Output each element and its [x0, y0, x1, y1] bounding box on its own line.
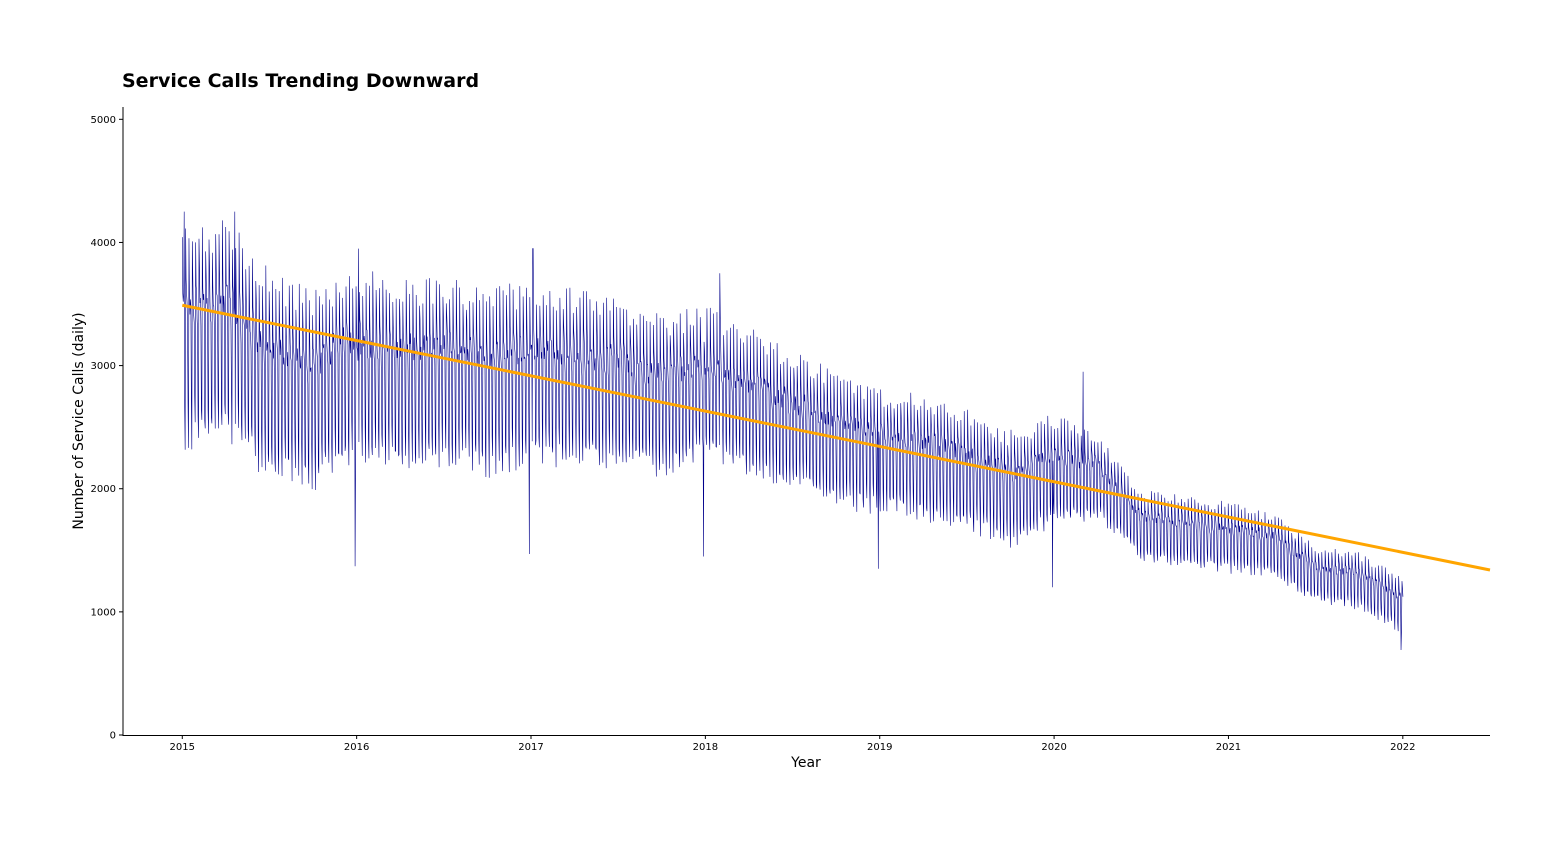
plot-area [181, 211, 1491, 651]
y-tick-label: 5000 [91, 115, 116, 126]
x-tick-label: 2019 [867, 742, 892, 753]
x-axis-ticks: 2015 2016 2017 2018 2019 2020 2021 2022 [170, 735, 1416, 753]
chart-title: Service Calls Trending Downward [122, 70, 479, 92]
y-axis-label: Number of Service Calls (daily) [71, 312, 87, 529]
x-tick-label: 2022 [1390, 742, 1415, 753]
daily-calls-series-line [181, 211, 1404, 651]
x-tick-label: 2021 [1216, 742, 1241, 753]
x-tick-label: 2020 [1041, 742, 1066, 753]
x-axis-label: Year [790, 755, 821, 771]
y-tick-label: 0 [110, 731, 116, 742]
trend-line [181, 303, 1491, 572]
y-tick-label: 3000 [91, 361, 116, 372]
y-tick-label: 2000 [91, 484, 116, 495]
x-tick-label: 2015 [170, 742, 195, 753]
y-tick-label: 4000 [91, 238, 116, 249]
y-tick-label: 1000 [91, 607, 116, 618]
y-axis-ticks: 0 1000 2000 3000 4000 5000 [91, 115, 123, 742]
x-tick-label: 2016 [344, 742, 369, 753]
x-tick-label: 2018 [693, 742, 718, 753]
x-tick-label: 2017 [518, 742, 543, 753]
